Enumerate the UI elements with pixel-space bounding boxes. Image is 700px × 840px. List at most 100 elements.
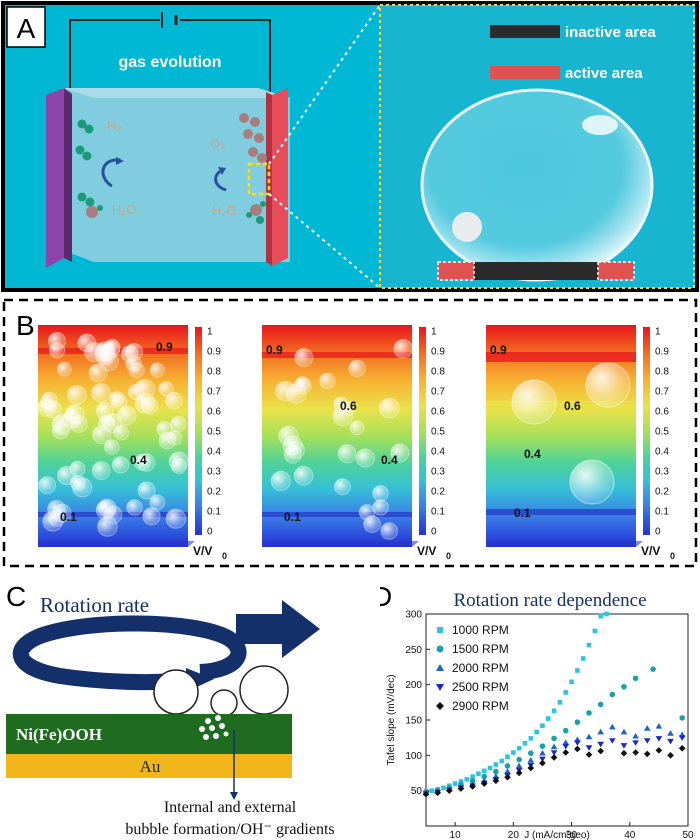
data-point-2900-rpm [597, 747, 604, 755]
curved-arrow-right-head [218, 167, 226, 175]
bubble [92, 424, 112, 445]
data-point-2500-rpm [609, 738, 616, 744]
bubble [358, 504, 376, 521]
cell-1-label-1: 0.4 [130, 453, 147, 467]
data-point-2000-rpm [667, 730, 674, 736]
bubble [390, 443, 410, 463]
data-point-2900-rpm [504, 773, 511, 781]
data-point-2500-rpm [574, 740, 581, 746]
nifeooh-label: Ni(Fe)OOH [16, 725, 102, 744]
au-layer [6, 754, 292, 778]
data-point-1500-rpm [650, 666, 656, 672]
colorbar-tick: 0.6 [431, 407, 445, 418]
cell-3-contour-top [486, 352, 636, 362]
data-point-2900-rpm [445, 787, 453, 794]
data-point-1000-rpm [487, 765, 493, 771]
data-point-1000-rpm [598, 613, 603, 619]
colorbar-unit-sub: 0 [222, 551, 227, 561]
bubble [286, 440, 305, 459]
cell-2-label-3: 0.1 [284, 510, 301, 524]
bubble-2 [210, 689, 238, 717]
data-point-1000-rpm [586, 642, 592, 648]
colorbar-tick: 0.5 [431, 427, 445, 438]
data-point-2900-rpm [422, 790, 430, 798]
cathode-electrode [46, 88, 64, 268]
colorbar-tick: 0.3 [655, 467, 669, 478]
colorbar-tick: 0 [655, 527, 661, 538]
data-point-2000-rpm [585, 733, 593, 740]
bubble [372, 499, 389, 516]
cell-3-contour-mid [486, 401, 636, 406]
x-tick-label: 50 [682, 830, 694, 840]
colorbar-3 [643, 327, 650, 535]
bubble [378, 397, 400, 419]
data-point-2500-rpm [667, 738, 674, 745]
cell-2-bubbles [270, 339, 413, 540]
colorbar-tick: 1 [655, 327, 661, 338]
colorbar-tick: 0 [431, 527, 437, 538]
legend-label: 1500 RPM [452, 642, 509, 656]
data-point-2500-rpm [655, 736, 663, 742]
data-point-2000-rpm [597, 728, 604, 735]
colorbar-2 [419, 327, 426, 535]
colorbar-tick: 0.7 [207, 387, 221, 398]
bubble [167, 430, 183, 446]
colorbar-tick: 0.1 [431, 507, 445, 518]
legend-marker [436, 702, 444, 710]
cell-3-bubble-2 [585, 362, 631, 408]
data-point-1500-rpm [586, 710, 592, 716]
bubble [334, 478, 351, 496]
colorbar-tick: 0.8 [207, 367, 221, 378]
rotation-arrow-body [12, 615, 247, 691]
colorbar-tick: 0.2 [207, 487, 221, 498]
panel-d-label: D [380, 581, 392, 612]
legend-label: 2900 RPM [452, 699, 509, 713]
legend-label: 2500 RPM [452, 680, 509, 694]
h2o-right-label: H₂O [212, 203, 237, 218]
legend-marker [436, 645, 444, 653]
data-point-1500-rpm [562, 727, 569, 734]
bubble [380, 522, 399, 540]
flow-arrow-shaft [236, 614, 284, 644]
cell-2-label-2: 0.4 [381, 453, 398, 467]
active-area-left [437, 261, 475, 281]
colorbar-tick: 0.2 [431, 487, 445, 498]
data-point-2900-rpm [620, 749, 628, 757]
data-point-1000-rpm [511, 750, 516, 755]
bubble [44, 400, 62, 419]
anode-electrode [272, 88, 288, 266]
axes: 50 100 150 200 250 300 10 20 30 40 50 [405, 610, 694, 840]
colorbar-tick: 1 [431, 327, 437, 338]
nifeooh-layer [6, 714, 292, 754]
active-area-right [597, 261, 635, 281]
panel-b-label: B [16, 310, 35, 341]
data-point-2000-rpm [504, 768, 511, 774]
bubble [275, 380, 296, 402]
bubble [51, 422, 70, 440]
legend-marker [436, 664, 444, 671]
panel-b: B 0.9 0.4 0.1 0.9 0.6 0.4 0.1 0.9 0.6 0. [2, 298, 698, 568]
flow-arrow-head [282, 600, 320, 658]
panel-d: D Rotation rate dependence 50 100 150 200 25… [380, 581, 694, 840]
bubble [57, 466, 77, 486]
bubble [294, 348, 314, 367]
colorbar-tick: 0.9 [207, 347, 221, 358]
cell-3-bubble-3 [569, 459, 615, 505]
bubble [393, 339, 413, 359]
panel-a: A gas evolution H₂ H₂O O₂ H₂O inactive a… [1, 1, 699, 292]
data-point-2900-rpm [539, 759, 546, 767]
bubble [95, 500, 116, 520]
data-point-1000-rpm [441, 785, 446, 791]
bubble [278, 425, 299, 447]
bubble [91, 461, 111, 480]
data-point-2900-rpm [632, 749, 639, 756]
colorbar-tick: 0.7 [431, 387, 445, 398]
colorbars: 1 0.9 0.8 0.7 0.6 0.5 0.4 0.3 0.2 0.1 0 V/V 0 1 0.9 0.8… [193, 327, 675, 562]
gas-evolution-label: gas evolution [118, 54, 221, 71]
colorbar-tick: 0.9 [431, 347, 445, 358]
data-point-1000-rpm [481, 768, 487, 774]
data-point-2000-rpm [539, 749, 546, 756]
data-point-1500-rpm [551, 735, 557, 742]
bubble [56, 361, 72, 377]
electrolyte-cell [62, 88, 290, 262]
